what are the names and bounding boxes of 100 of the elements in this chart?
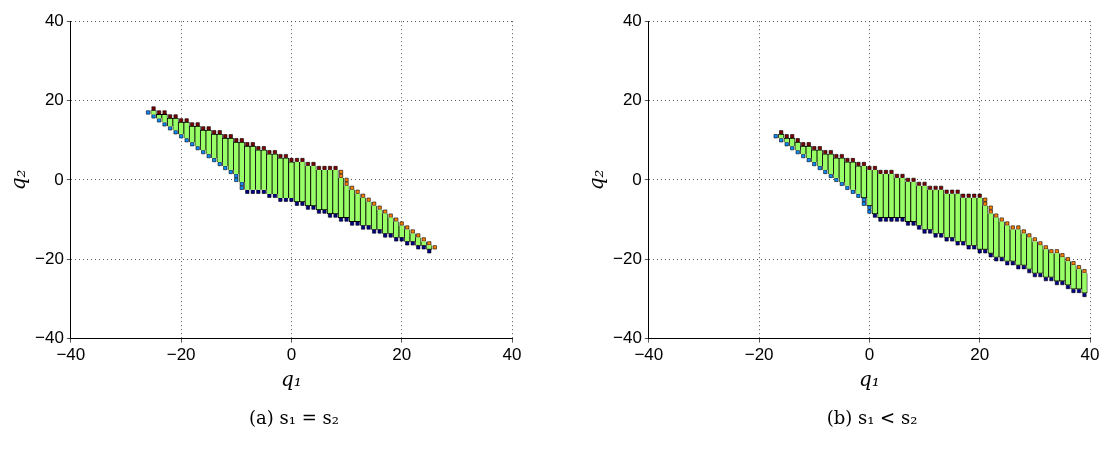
- point: [1060, 281, 1065, 286]
- point: [289, 197, 294, 202]
- point: [316, 166, 321, 170]
- point: [201, 126, 206, 131]
- point: [179, 118, 184, 123]
- point: [928, 185, 933, 190]
- point: [988, 253, 993, 258]
- y-tick-label: 20: [622, 90, 642, 110]
- point: [223, 134, 228, 139]
- point: [410, 229, 415, 234]
- point: [867, 209, 872, 214]
- point: [372, 201, 377, 206]
- point: [256, 189, 261, 194]
- point: [994, 213, 999, 218]
- point: [850, 189, 855, 194]
- point: [1027, 269, 1032, 274]
- point: [1010, 261, 1015, 266]
- point: [795, 150, 800, 155]
- point: [394, 237, 399, 242]
- point: [316, 209, 321, 214]
- y-tick-label: −20: [612, 248, 642, 268]
- x-tick-label: 40: [1080, 345, 1100, 365]
- point: [278, 197, 283, 202]
- point: [190, 122, 195, 127]
- point: [939, 233, 944, 238]
- point: [790, 134, 795, 139]
- x-tick-label: 0: [864, 345, 875, 365]
- point: [883, 217, 888, 222]
- point: [300, 158, 305, 163]
- point: [955, 241, 960, 246]
- point: [333, 213, 338, 218]
- point: [922, 181, 927, 186]
- point: [1021, 265, 1026, 270]
- point: [828, 150, 833, 155]
- point: [917, 225, 922, 230]
- point: [834, 177, 839, 182]
- point: [184, 138, 189, 143]
- point: [190, 142, 195, 147]
- y-tick-label: 0: [632, 169, 642, 189]
- point: [328, 166, 333, 170]
- point: [1032, 237, 1037, 242]
- point: [889, 169, 894, 174]
- point: [878, 169, 883, 174]
- point: [272, 193, 277, 198]
- y-tick-label: 0: [54, 169, 64, 189]
- point: [906, 177, 911, 182]
- point: [861, 201, 866, 206]
- point: [151, 106, 156, 111]
- point: [1005, 261, 1010, 266]
- point: [806, 158, 811, 163]
- point: [983, 249, 988, 254]
- point: [977, 249, 982, 254]
- x-tick-label: 20: [392, 345, 412, 365]
- point: [339, 169, 344, 174]
- y-axis-title: q₂: [6, 169, 31, 191]
- point: [1065, 285, 1070, 290]
- point: [239, 138, 244, 143]
- text: (b) s₁ < s₂: [825, 407, 919, 428]
- point: [817, 166, 822, 170]
- point: [212, 130, 217, 135]
- point: [350, 185, 355, 190]
- point: [173, 130, 178, 135]
- point: [217, 162, 222, 167]
- point: [1071, 288, 1076, 293]
- point: [261, 189, 266, 194]
- point: [195, 146, 200, 151]
- point: [806, 142, 811, 147]
- point: [1021, 229, 1026, 234]
- point: [1071, 261, 1076, 266]
- point: [394, 217, 399, 222]
- point: [972, 245, 977, 250]
- point: [361, 225, 366, 230]
- point: [344, 177, 349, 182]
- y-tick-label: 40: [622, 10, 642, 30]
- x-axis-title: q₁: [859, 367, 880, 392]
- point: [939, 185, 944, 190]
- point: [894, 217, 899, 222]
- point: [1065, 257, 1070, 262]
- point: [300, 201, 305, 206]
- point: [283, 154, 288, 159]
- point: [784, 134, 789, 139]
- point: [988, 205, 993, 210]
- point: [839, 181, 844, 186]
- point: [157, 110, 162, 115]
- point: [966, 193, 971, 198]
- point: [994, 257, 999, 262]
- point: [944, 237, 949, 242]
- point: [201, 150, 206, 155]
- point: [427, 249, 432, 254]
- point: [867, 205, 872, 210]
- y-tick-label: 40: [44, 10, 64, 30]
- point: [1027, 233, 1032, 238]
- point: [234, 173, 239, 178]
- point: [1060, 253, 1065, 258]
- y-axis-title: q₂: [584, 169, 609, 191]
- point: [911, 221, 916, 226]
- point: [399, 237, 404, 242]
- point: [339, 173, 344, 178]
- point: [817, 146, 822, 151]
- point: [206, 154, 211, 159]
